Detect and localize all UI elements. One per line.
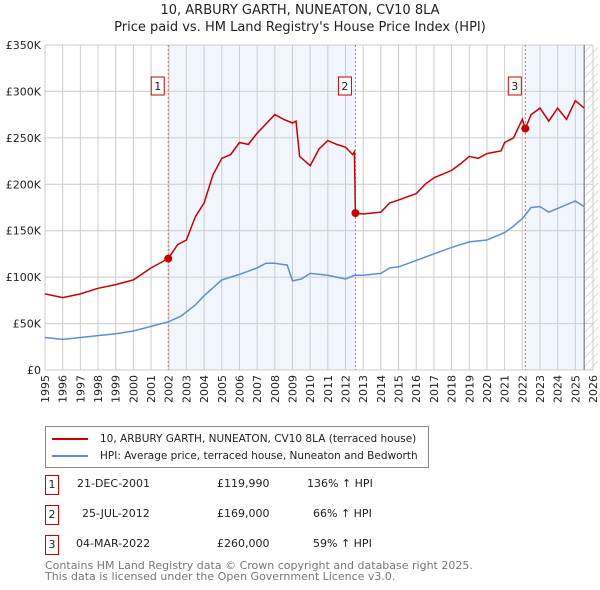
legend-label: HPI: Average price, terraced house, Nune… xyxy=(100,450,418,462)
sale-label-box xyxy=(337,76,352,96)
y-tick-label: £100K xyxy=(6,271,42,284)
x-tick-label: 1995 xyxy=(39,375,52,403)
x-tick-label: 2003 xyxy=(180,375,193,403)
x-tick-label: 2004 xyxy=(198,375,211,403)
transaction-row: 2 25-JUL-2012 £169,000 66% ↑ HPI xyxy=(45,505,445,527)
transaction-hpi: 59% ↑ HPI xyxy=(313,537,372,550)
x-tick-label: 2005 xyxy=(216,375,229,403)
transaction-price: £260,000 xyxy=(217,537,270,550)
sale-label-box xyxy=(150,76,165,96)
x-tick-label: 1998 xyxy=(92,375,105,403)
forecast-hatch xyxy=(584,45,598,370)
sale-point xyxy=(351,209,360,218)
transaction-hpi: 136% ↑ HPI xyxy=(307,477,373,490)
footer: Contains HM Land Registry data © Crown c… xyxy=(45,560,473,582)
legend-swatch-blue xyxy=(52,455,88,457)
x-tick-label: 2000 xyxy=(127,375,140,403)
y-tick-label: £50K xyxy=(13,318,42,331)
footer-copyright: Contains HM Land Registry data © Crown c… xyxy=(45,559,473,572)
transaction-price: £169,000 xyxy=(217,507,270,520)
transaction-date: 04-MAR-2022 xyxy=(76,537,151,550)
x-tick-label: 2026 xyxy=(587,375,600,403)
x-tick-label: 2007 xyxy=(251,375,264,403)
x-tick-label: 2015 xyxy=(393,375,406,403)
x-tick-label: 2017 xyxy=(428,375,441,403)
series-line xyxy=(44,200,585,341)
x-tick-label: 1997 xyxy=(74,375,87,403)
x-tick-label: 2011 xyxy=(322,375,335,403)
x-tick-label: 1999 xyxy=(110,375,123,403)
sale-label-box xyxy=(507,76,522,96)
x-tick-label: 1996 xyxy=(57,375,70,403)
sale-point xyxy=(164,254,173,263)
series-line xyxy=(44,99,585,299)
transaction-marker: 3 xyxy=(45,535,59,555)
x-tick-label: 2006 xyxy=(233,375,246,403)
x-tick-label: 2023 xyxy=(534,375,547,403)
sale-label: 2 xyxy=(341,80,348,93)
transaction-row: 3 04-MAR-2022 £260,000 59% ↑ HPI xyxy=(45,535,445,557)
x-tick-label: 2014 xyxy=(375,375,388,403)
x-tick-label: 2024 xyxy=(552,375,565,403)
x-tick-label: 2019 xyxy=(463,375,476,403)
x-tick-label: 2012 xyxy=(340,375,353,403)
x-tick-label: 2009 xyxy=(286,375,299,403)
x-tick-label: 2020 xyxy=(481,375,494,403)
y-tick-label: £250K xyxy=(6,132,42,145)
y-tick-label: £350K xyxy=(6,39,42,52)
sale-label: 1 xyxy=(154,80,161,93)
y-tick-label: £150K xyxy=(6,225,42,238)
x-tick-label: 2025 xyxy=(569,375,582,403)
x-tick-label: 2001 xyxy=(145,375,158,403)
chart-title: 10, ARBURY GARTH, NUNEATON, CV10 8LA xyxy=(160,3,440,18)
transaction-marker: 2 xyxy=(45,505,59,525)
x-tick-label: 2008 xyxy=(269,375,282,403)
x-tick-label: 2022 xyxy=(516,375,529,403)
y-tick-label: £300K xyxy=(6,85,42,98)
legend-swatch-red xyxy=(52,438,88,440)
transaction-date: 21-DEC-2001 xyxy=(77,477,151,490)
shaded-range xyxy=(168,45,356,370)
sale-point xyxy=(521,124,530,133)
transaction-marker: 1 xyxy=(45,475,59,495)
x-tick-label: 2002 xyxy=(163,375,176,403)
transaction-price: £119,990 xyxy=(217,477,270,490)
x-tick-label: 2018 xyxy=(446,375,459,403)
x-tick-label: 2010 xyxy=(304,375,317,403)
x-tick-label: 2016 xyxy=(410,375,423,403)
chart-subtitle: Price paid vs. HM Land Registry's House … xyxy=(114,20,486,35)
footer-licence: This data is licensed under the Open Gov… xyxy=(45,570,396,583)
legend-item-hpi: HPI: Average price, terraced house, Nune… xyxy=(52,448,418,464)
price-chart: 1995 1996 1997 1998 1999 2000 2001 2002 2003 2004… xyxy=(6,39,600,403)
y-tick-label: £200K xyxy=(6,178,42,191)
legend-item-property: 10, ARBURY GARTH, NUNEATON, CV10 8LA (te… xyxy=(52,431,416,447)
x-tick-label: 2013 xyxy=(357,375,370,403)
transaction-hpi: 66% ↑ HPI xyxy=(313,507,372,520)
x-tick-label: 2021 xyxy=(499,375,512,403)
legend-label: 10, ARBURY GARTH, NUNEATON, CV10 8LA (te… xyxy=(100,433,417,445)
y-tick-label: £0 xyxy=(27,364,41,377)
transaction-date: 25-JUL-2012 xyxy=(82,507,150,520)
legend: 10, ARBURY GARTH, NUNEATON, CV10 8LA (te… xyxy=(45,426,429,468)
transaction-row: 1 21-DEC-2001 £119,990 136% ↑ HPI xyxy=(45,475,445,497)
sale-label: 3 xyxy=(511,80,518,93)
